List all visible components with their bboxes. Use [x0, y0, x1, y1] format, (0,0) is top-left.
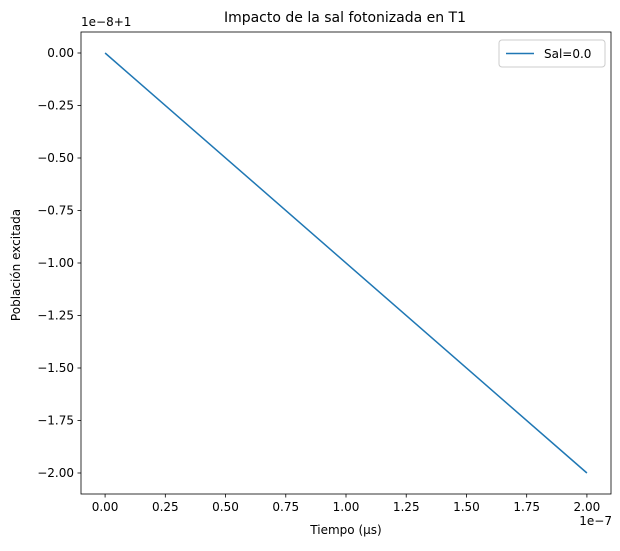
chart-title: Impacto de la sal fotonizada en T1 — [224, 10, 466, 26]
x-tick-label: 1.00 — [333, 500, 360, 514]
x-tick-label: 1.50 — [453, 500, 480, 514]
x-tick-label: 1.75 — [513, 500, 540, 514]
series-line-0 — [104, 52, 588, 474]
plot-area: 0.00 0.25 0.50 0.75 1.00 1.25 1.50 1.75 2.00 0.00… — [37, 31, 612, 514]
y-tick-label: −0.50 — [37, 151, 74, 165]
x-tick-label: 1.25 — [393, 500, 420, 514]
x-tick-label: 0.50 — [212, 500, 239, 514]
legend: Sal=0.0 — [498, 39, 606, 68]
y-tick-label: −1.00 — [37, 256, 74, 270]
y-tick-label: −1.75 — [37, 414, 74, 428]
y-tick-label: 0.00 — [47, 46, 74, 60]
legend-box — [498, 39, 606, 68]
y-offset-text: 1e−8+1 — [81, 15, 131, 29]
y-tick-label: −1.50 — [37, 361, 74, 375]
x-axis-label: Tiempo (µs) — [309, 523, 381, 537]
y-tick-label: −0.75 — [37, 204, 74, 218]
y-tick-label: −0.25 — [37, 99, 74, 113]
x-offset-text: 1e−7 — [579, 514, 612, 528]
x-tick-label: 0.75 — [272, 500, 299, 514]
legend-label-sal-0: Sal=0.0 — [544, 47, 591, 61]
x-tick-label: 0.00 — [92, 500, 119, 514]
x-tick-label: 0.25 — [152, 500, 179, 514]
y-tick-label: −1.25 — [37, 309, 74, 323]
x-tick-label: 2.00 — [574, 500, 601, 514]
y-axis-label: Población excitada — [9, 209, 23, 321]
y-tick-label: −2.00 — [37, 466, 74, 480]
